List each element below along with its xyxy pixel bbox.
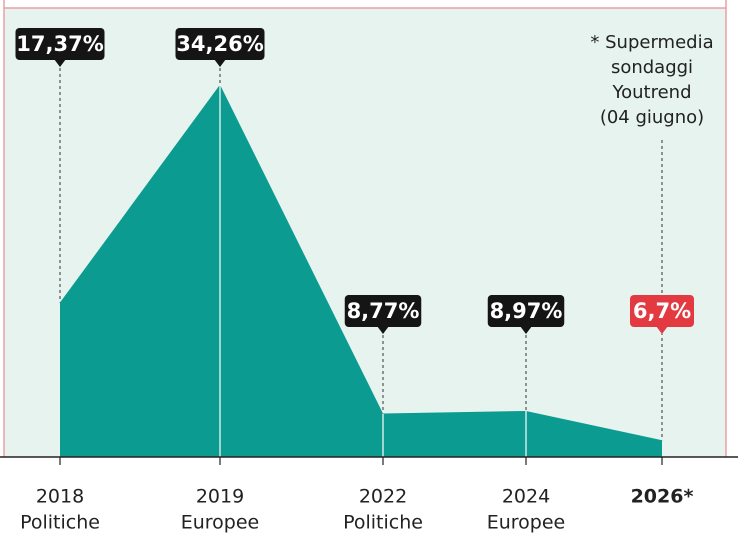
- x-tick-label: 2026*: [631, 486, 694, 508]
- value-label-pointer: [214, 59, 226, 67]
- value-label: 8,97%: [490, 299, 563, 323]
- x-tick-label: 2024: [502, 486, 550, 508]
- value-label: 6,7%: [633, 299, 691, 323]
- value-label-box: [630, 295, 694, 327]
- x-tick-sublabel: Politiche: [343, 512, 423, 534]
- value-label: 8,77%: [347, 299, 420, 323]
- area: [60, 84, 662, 458]
- x-tick-label: 2019: [196, 486, 244, 508]
- annotation: Youtrend: [612, 82, 692, 103]
- value-label-box: [175, 28, 265, 60]
- value-label-pointer: [656, 326, 668, 334]
- value-label-box: [15, 28, 105, 60]
- x-tick-sublabel: Europee: [487, 512, 566, 534]
- annotation: * Supermedia: [590, 32, 713, 53]
- value-label-box: [344, 295, 422, 327]
- value-label-box: [487, 295, 565, 327]
- value-label-pointer: [377, 326, 389, 334]
- annotation: sondaggi: [611, 57, 693, 78]
- x-tick-sublabel: Politiche: [20, 512, 100, 534]
- value-label-pointer: [54, 59, 66, 67]
- x-tick-sublabel: Europee: [181, 512, 260, 534]
- annotation: (04 giugno): [600, 107, 704, 128]
- value-label: 17,37%: [16, 32, 103, 56]
- x-tick-label: 2018: [36, 486, 84, 508]
- x-tick-label: 2022: [359, 486, 407, 508]
- value-label-pointer: [520, 326, 532, 334]
- value-label: 34,26%: [176, 32, 263, 56]
